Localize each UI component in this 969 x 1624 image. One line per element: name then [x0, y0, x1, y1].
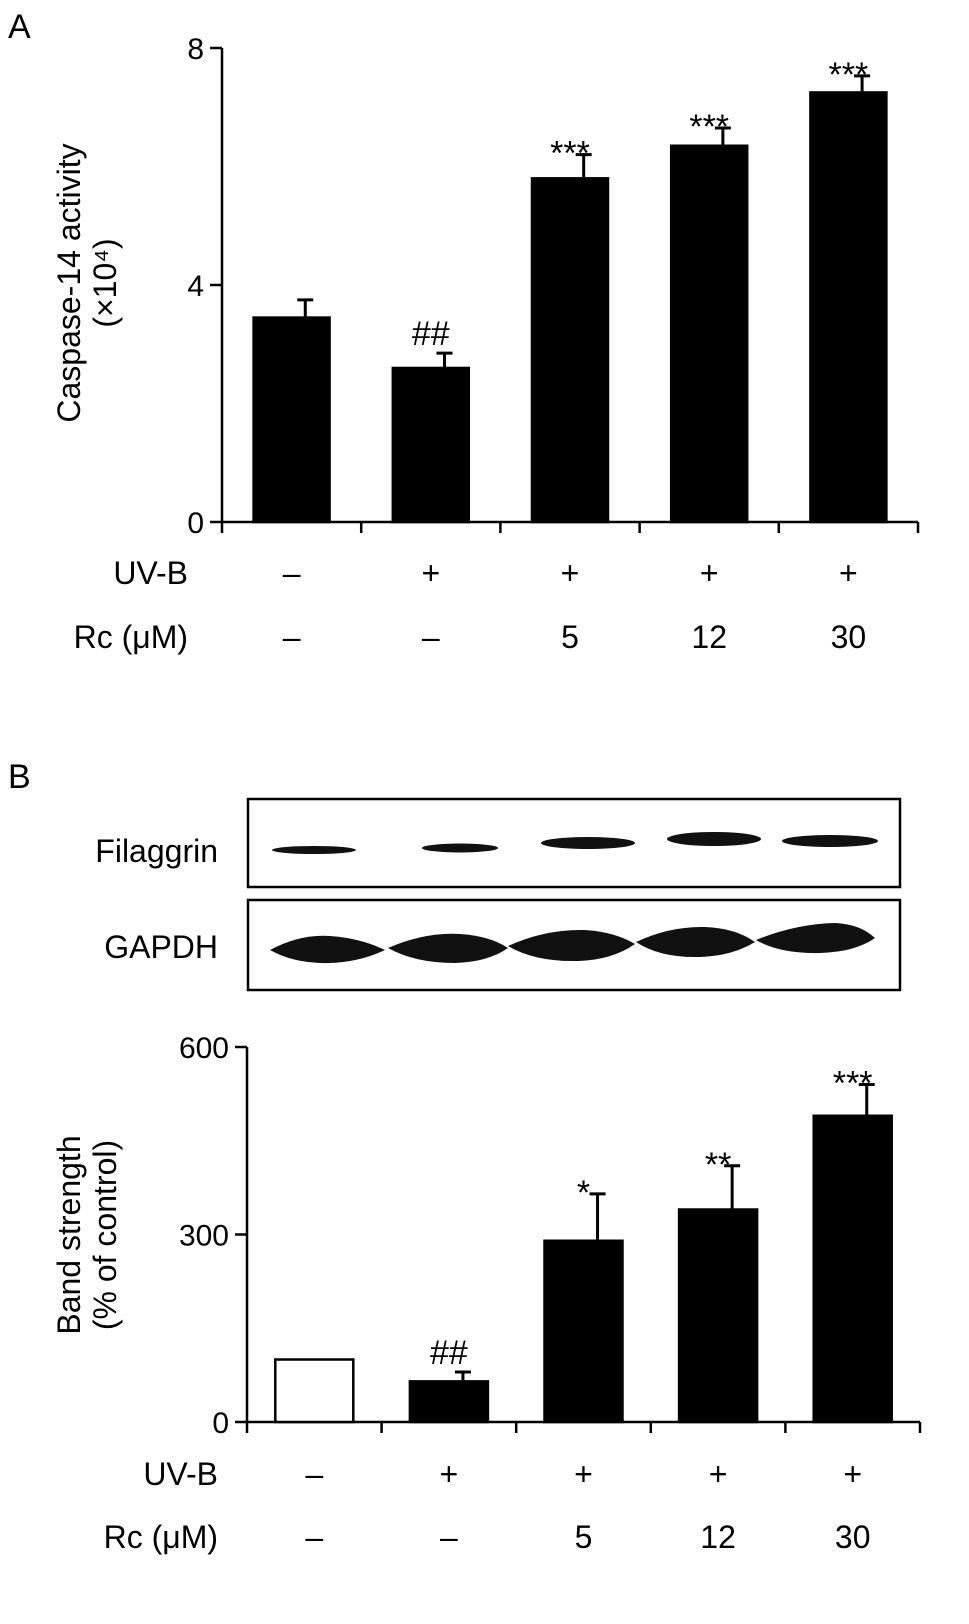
- condition-row-label: Rc (μM): [74, 619, 188, 655]
- panel-b-condition-table: UV-B – + + + + Rc (μM) – – 5 12 30: [104, 1456, 871, 1555]
- condition-value: +: [561, 555, 580, 591]
- significance-label: ***: [689, 108, 729, 146]
- filaggrin-band: [272, 846, 356, 854]
- filaggrin-band: [422, 843, 498, 853]
- condition-value: 12: [691, 619, 727, 655]
- panel-b-label: B: [8, 758, 31, 796]
- bar: [543, 1239, 624, 1424]
- panel-a-chart: A Caspase-14 activity (×10⁴) 0 4 8 ## *** **…: [8, 8, 920, 655]
- condition-row-label: UV-B: [113, 555, 188, 591]
- panel-a-condition-table: UV-B – + + + + Rc (μM) – – 5 12 30: [74, 555, 867, 655]
- panel-a-bars: [252, 74, 888, 524]
- condition-value: –: [283, 555, 301, 591]
- condition-value: –: [305, 1519, 323, 1555]
- condition-value: –: [283, 619, 301, 655]
- condition-row-label: Rc (μM): [104, 1519, 218, 1555]
- bar: [408, 1380, 490, 1424]
- condition-value: 5: [575, 1519, 593, 1555]
- gapdh-band: [636, 926, 755, 958]
- y-tick-label: 300: [179, 1220, 229, 1253]
- bar: [809, 91, 888, 524]
- significance-label: ***: [829, 56, 869, 94]
- significance-label: ***: [550, 135, 590, 173]
- condition-value: –: [422, 619, 440, 655]
- panel-a-y-axis-sublabel: (×10⁴): [87, 238, 123, 327]
- condition-value: +: [839, 555, 858, 591]
- condition-value: +: [574, 1456, 593, 1492]
- y-tick-label: 600: [179, 1032, 229, 1065]
- filaggrin-band: [667, 832, 761, 846]
- bar: [669, 144, 749, 524]
- significance-label: *: [577, 1174, 590, 1212]
- panel-a-annotations: ## *** *** ***: [412, 56, 868, 353]
- y-tick-label: 0: [212, 1407, 229, 1440]
- condition-value: +: [709, 1456, 728, 1492]
- gapdh-band: [508, 929, 635, 962]
- bar: [812, 1114, 893, 1424]
- bar: [677, 1208, 759, 1424]
- significance-label: ##: [430, 1334, 468, 1372]
- bar: [391, 366, 471, 524]
- condition-row-label: UV-B: [143, 1456, 218, 1492]
- condition-value: +: [421, 555, 440, 591]
- panel-b-bars: [274, 1083, 893, 1424]
- panel-b-annotations: ##******: [430, 1065, 873, 1373]
- condition-value: 30: [831, 619, 867, 655]
- gapdh-band: [388, 933, 508, 963]
- gapdh-band: [270, 935, 385, 964]
- condition-value: 30: [835, 1519, 871, 1555]
- y-tick-label: 4: [187, 270, 204, 303]
- significance-label: **: [705, 1146, 731, 1184]
- condition-value: +: [843, 1456, 862, 1492]
- condition-value: 12: [700, 1519, 736, 1555]
- bar: [252, 316, 331, 524]
- panel-b-y-axis-sublabel: (% of control): [87, 1140, 123, 1330]
- filaggrin-band: [782, 835, 878, 847]
- bar: [530, 177, 610, 524]
- panel-a-label: A: [8, 8, 31, 46]
- blot-label-gapdh: GAPDH: [104, 929, 218, 965]
- condition-value: –: [305, 1456, 323, 1492]
- panel-b-y-axis-label: Band strength: [51, 1135, 87, 1334]
- filaggrin-band: [541, 837, 635, 849]
- condition-value: +: [700, 555, 719, 591]
- condition-value: +: [440, 1456, 459, 1492]
- significance-label: ***: [833, 1065, 873, 1103]
- blot-label-filaggrin: Filaggrin: [95, 833, 218, 869]
- condition-value: –: [440, 1519, 458, 1555]
- gapdh-band: [756, 923, 875, 954]
- y-tick-label: 0: [187, 507, 204, 540]
- bar: [274, 1358, 355, 1424]
- panel-a-y-axis: 0 4 8: [187, 33, 920, 540]
- condition-value: 5: [561, 619, 579, 655]
- western-blot: Filaggrin GAPDH: [95, 797, 902, 992]
- y-tick-label: 8: [187, 33, 204, 66]
- panel-b-chart: B Filaggrin GAPDH Band strength (% of co…: [8, 758, 922, 1555]
- panel-a-y-axis-label: Caspase-14 activity: [51, 143, 87, 422]
- significance-label: ##: [412, 315, 450, 353]
